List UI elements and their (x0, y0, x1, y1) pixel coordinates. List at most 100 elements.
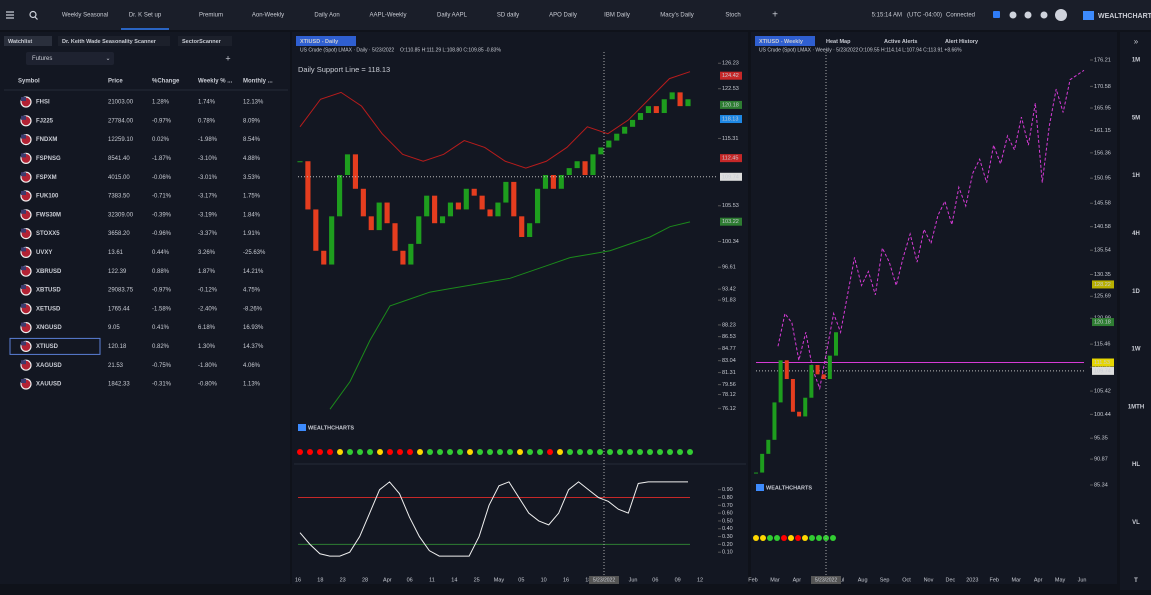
signal-dot (637, 449, 643, 455)
toolbar-tab[interactable]: IBM Daily (604, 13, 630, 19)
cell: 1.75% (243, 194, 261, 200)
price-tag-label: 120.18 (722, 102, 739, 108)
flag-canton (21, 379, 26, 383)
column-header[interactable]: Symbol (18, 79, 40, 85)
cell[interactable]: FSPNSG (36, 156, 61, 162)
cell[interactable]: FJ225 (36, 118, 54, 124)
cell: 21003.00 (108, 100, 134, 106)
y-tick-label: 170.58 (1094, 84, 1111, 90)
column-header[interactable]: Weekly % ... (198, 79, 233, 85)
toolbar-tab[interactable]: Daily Aon (314, 13, 339, 19)
cell[interactable]: FSPXM (36, 175, 57, 181)
signal-dot (657, 449, 663, 455)
toolbar-tab[interactable]: Macy's Daily (660, 13, 693, 19)
cell[interactable]: FUK100 (36, 194, 59, 200)
toolbar-tab[interactable]: Premium (199, 13, 223, 19)
cell: 0.88% (152, 269, 170, 275)
timeframe[interactable]: 4H (1132, 231, 1140, 237)
y-tick-label: 176.21 (1094, 57, 1111, 63)
chart-tab[interactable] (755, 36, 815, 46)
watchlist-tab[interactable]: SectorScanner (182, 39, 222, 45)
search-icon[interactable] (29, 10, 38, 20)
toolbar-tab[interactable]: SD daily (497, 13, 519, 19)
chart-tab[interactable] (296, 36, 356, 46)
timeframe[interactable]: 1H (1132, 173, 1140, 179)
toolbar-tab[interactable]: Aon-Weekly (252, 13, 284, 19)
y-tick-label: 156.36 (1094, 150, 1111, 156)
timeframe[interactable]: 1M (1132, 58, 1140, 64)
column-header[interactable]: Monthly ... (243, 79, 273, 85)
signal-dot (537, 449, 543, 455)
panel-tab[interactable]: Heat Map (826, 39, 851, 45)
cell[interactable]: XAUUSD (36, 382, 62, 388)
watchlist-tab-bg[interactable] (178, 36, 232, 46)
timeframe[interactable]: 1W (1132, 347, 1141, 353)
x-tick-label: May (1055, 577, 1066, 583)
cell[interactable]: XETUSD (36, 306, 61, 312)
timeframe[interactable]: HL (1132, 462, 1140, 468)
timeframe[interactable]: 1MTH (1128, 404, 1144, 410)
timeframe[interactable]: VL (1132, 520, 1140, 526)
list-dropdown[interactable] (26, 52, 114, 65)
cell: 1.30% (198, 344, 216, 350)
list-name: Futures (32, 56, 52, 62)
cell[interactable]: STOXX5 (36, 231, 60, 237)
toolbar-tab[interactable]: Weekly Seasonal (62, 13, 108, 19)
cell[interactable]: XBTUSD (36, 288, 61, 294)
chart-tab-label[interactable]: XTIUSD - Weekly (759, 39, 804, 45)
price-tag (1092, 318, 1114, 327)
cell[interactable]: XBRUSD (36, 269, 62, 275)
watchlist-tab[interactable]: Watchlist (8, 39, 32, 45)
cell: 6.18% (198, 325, 216, 331)
collapse[interactable]: » (1134, 37, 1139, 46)
cell[interactable]: FHSI (36, 100, 50, 106)
toolbar-icons[interactable] (993, 9, 1067, 21)
cell: 8541.40 (108, 156, 130, 162)
toolbar-tab[interactable]: AAPL-Weekly (370, 13, 407, 19)
panel-tab[interactable]: Alert History (945, 39, 979, 45)
timeframe[interactable]: 5M (1132, 115, 1140, 121)
toolbar-tab[interactable]: Daily AAPL (437, 13, 468, 19)
y-tick-label: 100.34 (722, 239, 739, 245)
cell[interactable]: XNGUSD (36, 325, 62, 331)
cell: 0.78% (198, 118, 216, 124)
chart-tab-label[interactable]: XTIUSD - Daily (300, 39, 339, 45)
add-symbol[interactable]: + (225, 53, 230, 63)
x-tick-label: 2023 (966, 577, 978, 583)
brand-logo (298, 424, 306, 431)
signal-dot (627, 449, 633, 455)
cell: 16.93% (243, 325, 264, 331)
toolbar-tab[interactable]: APO Daily (549, 13, 577, 19)
x-tick-label: Apr (383, 577, 392, 583)
y-tick-label: 88.23 (722, 322, 736, 328)
price-tag-label: 103.22 (722, 219, 739, 225)
watchlist-tab[interactable]: Dr. Keith Wade Seasonality Scanner (62, 39, 157, 45)
menu-icon[interactable] (6, 11, 14, 19)
cell[interactable]: FWS30M (36, 212, 61, 218)
watchlist-tab-bg[interactable] (4, 36, 52, 46)
cell: 3.53% (243, 175, 261, 181)
dropdown-arrow[interactable]: ⌄ (105, 56, 110, 62)
cell: 1.74% (198, 100, 216, 106)
cell[interactable]: UVXY (36, 250, 52, 256)
column-header[interactable]: Price (108, 79, 123, 85)
toolbar-tab[interactable]: Dr. K Set up (129, 13, 162, 19)
toolbar-tab[interactable]: Stoch (725, 13, 740, 19)
cell: 1.91% (243, 231, 261, 237)
cell[interactable]: FNDXM (36, 137, 57, 143)
panel-tab[interactable]: Active Alerts (884, 39, 917, 45)
cell: 1.84% (243, 212, 261, 218)
watchlist-tab-bg[interactable] (58, 36, 170, 46)
signal-dot (417, 449, 423, 455)
cell[interactable]: XTIUSD (36, 344, 59, 350)
cell: -3.19% (198, 212, 218, 218)
signal-dot (397, 449, 403, 455)
y-tick-label: 91.83 (722, 298, 736, 304)
y-tick-label: 95.35 (1094, 436, 1108, 442)
signal-dot (830, 535, 836, 541)
cell[interactable]: XAGUSD (36, 363, 62, 369)
add-tab[interactable]: + (772, 10, 778, 21)
timeframe[interactable]: T (1134, 578, 1138, 584)
column-header[interactable]: %Change (152, 79, 180, 85)
timeframe[interactable]: 1D (1132, 289, 1140, 295)
